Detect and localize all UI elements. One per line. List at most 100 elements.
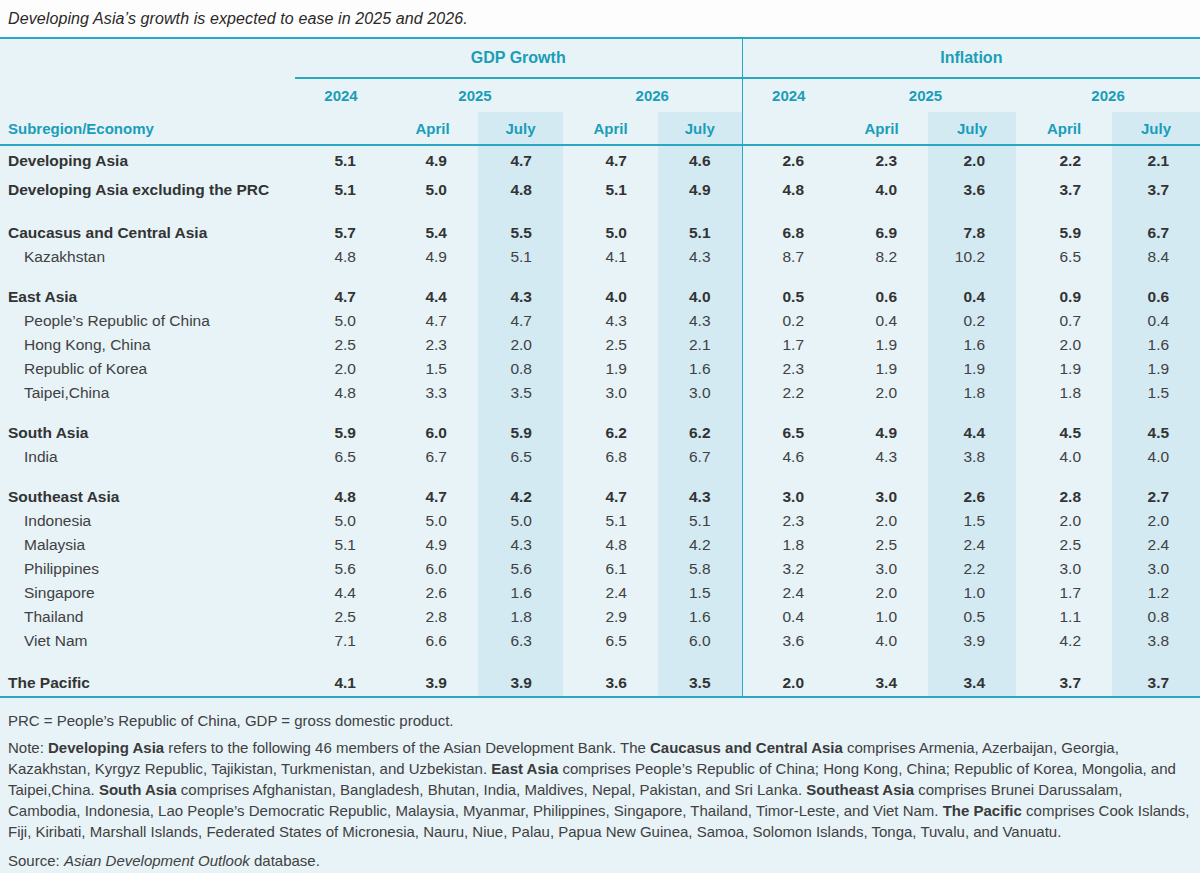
value-cell: 7.1 (295, 629, 387, 653)
value-cell: 4.1 (563, 245, 658, 269)
row-label: Singapore (0, 581, 295, 605)
value-cell: 4.4 (387, 285, 478, 309)
row-label: India (0, 445, 295, 469)
value-cell: 3.0 (742, 485, 835, 509)
value-cell: 4.0 (1112, 445, 1200, 469)
row-label: Developing Asia (0, 145, 295, 175)
table-row: People’s Republic of China5.04.74.74.34.… (0, 309, 1200, 333)
empty-month-cell (742, 112, 835, 145)
inflation-2026-april-header: April (1016, 112, 1112, 145)
value-cell: 5.8 (658, 557, 742, 581)
value-cell: 2.5 (1016, 533, 1112, 557)
gdp-2026-april-header: April (563, 112, 658, 145)
value-cell: 5.0 (295, 309, 387, 333)
value-cell: 4.1 (295, 669, 387, 697)
empty-label-cell (0, 78, 295, 112)
value-cell: 1.9 (835, 357, 928, 381)
subregion-economy-header: Subregion/Economy (0, 112, 295, 145)
table-row: Philippines5.66.05.66.15.83.23.02.23.03.… (0, 557, 1200, 581)
gdp-year-2025: 2025 (387, 78, 563, 112)
value-cell: 1.9 (563, 357, 658, 381)
value-cell: 2.9 (563, 605, 658, 629)
value-cell: 2.0 (835, 381, 928, 405)
report-page: Developing Asia’s growth is expected to … (0, 0, 1200, 873)
value-cell: 3.7 (1016, 175, 1112, 205)
value-cell: 5.9 (478, 421, 563, 445)
inflation-2025-april-header: April (835, 112, 928, 145)
value-cell: 1.9 (928, 357, 1016, 381)
row-label: Viet Nam (0, 629, 295, 653)
value-cell: 6.8 (563, 445, 658, 469)
gdp-year-2026: 2026 (563, 78, 742, 112)
table-row: The Pacific4.13.93.93.63.52.03.43.43.73.… (0, 669, 1200, 697)
value-cell: 5.6 (478, 557, 563, 581)
value-cell: 2.5 (295, 333, 387, 357)
value-cell: 5.1 (295, 145, 387, 175)
value-cell: 6.5 (295, 445, 387, 469)
value-cell: 6.5 (563, 629, 658, 653)
value-cell: 3.7 (1112, 669, 1200, 697)
value-cell: 6.0 (658, 629, 742, 653)
value-cell: 1.6 (478, 581, 563, 605)
value-cell: 2.0 (478, 333, 563, 357)
value-cell: 1.7 (1016, 581, 1112, 605)
table-row: Hong Kong, China2.52.32.02.52.11.71.91.6… (0, 333, 1200, 357)
value-cell: 4.7 (295, 285, 387, 309)
row-label: Indonesia (0, 509, 295, 533)
note-paragraph: Note: Developing Asia refers to the foll… (8, 737, 1190, 842)
value-cell: 5.1 (563, 175, 658, 205)
empty-corner-cell (0, 39, 295, 78)
value-cell: 2.5 (835, 533, 928, 557)
value-cell: 1.8 (478, 605, 563, 629)
value-cell: 2.0 (742, 669, 835, 697)
table-title: Developing Asia’s growth is expected to … (8, 10, 468, 28)
value-cell: 8.7 (742, 245, 835, 269)
value-cell: 1.6 (658, 357, 742, 381)
value-cell: 3.4 (835, 669, 928, 697)
value-cell: 5.0 (478, 509, 563, 533)
value-cell: 4.7 (478, 309, 563, 333)
value-cell: 2.4 (928, 533, 1016, 557)
inflation-year-2025: 2025 (835, 78, 1016, 112)
gdp-2025-july-header: July (478, 112, 563, 145)
table-row: Southeast Asia4.84.74.24.74.33.03.02.62.… (0, 485, 1200, 509)
value-cell: 2.6 (387, 581, 478, 605)
value-cell: 2.4 (563, 581, 658, 605)
value-cell: 2.0 (1112, 509, 1200, 533)
value-cell: 2.0 (295, 357, 387, 381)
value-cell: 5.1 (658, 221, 742, 245)
value-cell: 3.9 (928, 629, 1016, 653)
value-cell: 4.3 (658, 245, 742, 269)
value-cell: 6.7 (658, 445, 742, 469)
table-row: Developing Asia5.14.94.74.74.62.62.32.02… (0, 145, 1200, 175)
year-header-row: 2024 2025 2026 2024 2025 2026 (0, 78, 1200, 112)
value-cell: 2.7 (1112, 485, 1200, 509)
value-cell: 4.8 (295, 485, 387, 509)
table-row: Indonesia5.05.05.05.15.12.32.01.52.02.0 (0, 509, 1200, 533)
gdp-year-2024: 2024 (295, 78, 387, 112)
row-label: Thailand (0, 605, 295, 629)
value-cell: 3.9 (387, 669, 478, 697)
value-cell: 2.2 (928, 557, 1016, 581)
value-cell: 3.2 (742, 557, 835, 581)
value-cell: 0.2 (928, 309, 1016, 333)
row-label: Malaysia (0, 533, 295, 557)
value-cell: 4.7 (387, 309, 478, 333)
value-cell: 1.6 (928, 333, 1016, 357)
row-label: South Asia (0, 421, 295, 445)
value-cell: 0.4 (835, 309, 928, 333)
abbreviations-line: PRC = People’s Republic of China, GDP = … (8, 710, 1190, 731)
value-cell: 6.0 (387, 421, 478, 445)
value-cell: 8.2 (835, 245, 928, 269)
row-label: Southeast Asia (0, 485, 295, 509)
table-row: Developing Asia excluding the PRC5.15.04… (0, 175, 1200, 205)
value-cell: 4.8 (563, 533, 658, 557)
value-cell: 2.2 (1016, 145, 1112, 175)
value-cell: 5.7 (295, 221, 387, 245)
value-cell: 0.4 (928, 285, 1016, 309)
section-spacer-row (0, 469, 1200, 485)
table-row: India6.56.76.56.86.74.64.33.84.04.0 (0, 445, 1200, 469)
forecast-table: GDP Growth Inflation 2024 2025 2026 2024… (0, 39, 1200, 698)
value-cell: 5.0 (295, 509, 387, 533)
value-cell: 3.9 (478, 669, 563, 697)
